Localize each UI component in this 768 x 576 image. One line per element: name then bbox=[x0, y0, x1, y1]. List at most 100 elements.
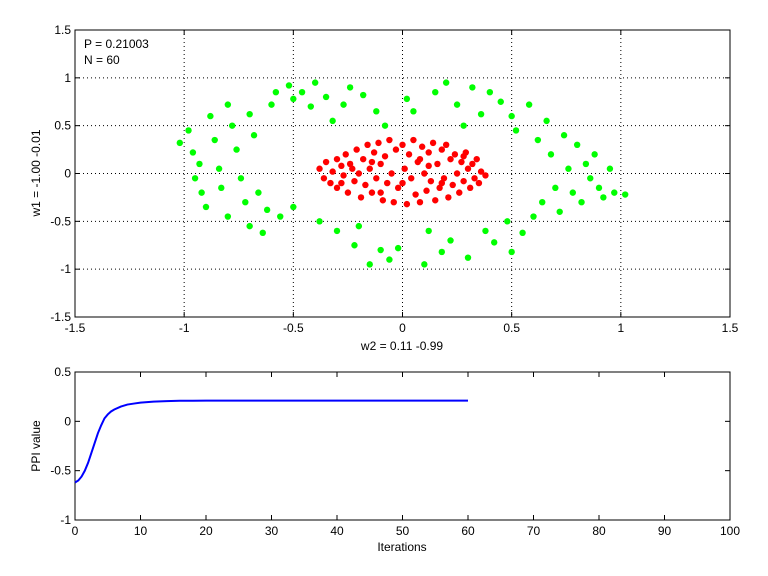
scatter-point bbox=[191, 175, 199, 182]
scatter-point bbox=[573, 141, 581, 148]
scatter-x-tick-label: -1.5 bbox=[65, 321, 86, 335]
scatter-point bbox=[298, 88, 306, 96]
scatter-point bbox=[403, 200, 411, 208]
scatter-y-tick-label: -1.5 bbox=[50, 310, 71, 324]
scatter-point bbox=[237, 175, 245, 182]
scatter-y-tick-label: 0.5 bbox=[54, 119, 71, 133]
scatter-point bbox=[198, 189, 205, 196]
scatter-point bbox=[508, 248, 515, 256]
scatter-point bbox=[425, 162, 432, 170]
scatter-point bbox=[202, 203, 210, 211]
scatter-point bbox=[432, 88, 439, 96]
scatter-point bbox=[259, 229, 266, 237]
scatter-point bbox=[421, 170, 428, 177]
scatter-point bbox=[196, 160, 203, 168]
scatter-point bbox=[344, 189, 352, 196]
scatter-point bbox=[464, 254, 472, 261]
line-y-tick-label: 0.5 bbox=[54, 365, 71, 379]
scatter-subplot: -1.5 -1 -0.5 0 0.5 1 1.5 -1.5 -1 -0.5 0 0.5 1 1.5 P =… bbox=[29, 23, 739, 353]
scatter-x-tick-label: 0 bbox=[399, 321, 406, 335]
scatter-point bbox=[622, 191, 629, 198]
scatter-point bbox=[434, 160, 441, 168]
scatter-point bbox=[272, 88, 280, 96]
scatter-point bbox=[408, 175, 415, 182]
scatter-y-tick-label: -1 bbox=[60, 262, 71, 276]
scatter-point bbox=[460, 122, 467, 129]
scatter-point bbox=[370, 149, 378, 156]
scatter-point bbox=[543, 117, 550, 125]
scatter-point bbox=[565, 165, 572, 172]
line-ticks: 0 10 20 30 40 50 60 70 80 90 100 -1 -0.5 0 0.5 bbox=[50, 365, 740, 538]
scatter-point bbox=[438, 146, 445, 153]
scatter-point bbox=[327, 179, 334, 187]
scatter-point bbox=[560, 132, 568, 139]
scatter-point bbox=[322, 158, 330, 166]
scatter-point bbox=[185, 127, 192, 134]
line-x-tick-label: 30 bbox=[265, 524, 279, 538]
scatter-point bbox=[504, 218, 511, 225]
scatter-point bbox=[412, 191, 419, 198]
scatter-point bbox=[552, 184, 559, 192]
scatter-point bbox=[373, 175, 380, 182]
scatter-point bbox=[338, 179, 345, 187]
scatter-point bbox=[425, 227, 432, 235]
scatter-point bbox=[360, 91, 367, 99]
scatter-point bbox=[482, 172, 489, 179]
scatter-point bbox=[381, 122, 389, 129]
line-x-tick-label: 0 bbox=[72, 524, 79, 538]
scatter-point bbox=[451, 151, 459, 158]
scatter-point bbox=[333, 155, 341, 163]
ppi-line bbox=[74, 399, 468, 484]
scatter-xlabel: w2 = 0.11 -0.99 bbox=[360, 339, 443, 353]
scatter-point bbox=[438, 179, 445, 187]
line-ylabel: PPI value bbox=[29, 420, 43, 472]
line-y-tick-label: -0.5 bbox=[50, 464, 71, 478]
scatter-point bbox=[595, 184, 603, 192]
scatter-point bbox=[425, 149, 432, 156]
scatter-y-tick-label: -0.5 bbox=[50, 214, 71, 228]
scatter-point bbox=[453, 170, 461, 177]
scatter-point bbox=[403, 95, 411, 103]
scatter-point bbox=[445, 194, 452, 201]
scatter-point bbox=[379, 197, 387, 204]
scatter-point bbox=[582, 160, 590, 168]
scatter-point bbox=[530, 213, 537, 220]
line-y-tick-label: -1 bbox=[60, 513, 71, 527]
scatter-point bbox=[368, 158, 376, 166]
scatter-point bbox=[340, 101, 347, 108]
scatter-point bbox=[351, 177, 358, 185]
line-x-tick-label: 50 bbox=[396, 524, 410, 538]
scatter-point bbox=[316, 218, 323, 225]
scatter-x-tick-label: 1 bbox=[617, 321, 624, 335]
scatter-point bbox=[416, 155, 424, 163]
scatter-point bbox=[477, 168, 485, 175]
scatter-point bbox=[401, 165, 408, 172]
scatter-point bbox=[547, 151, 555, 158]
scatter-point bbox=[394, 184, 402, 192]
scatter-x-tick-label: -0.5 bbox=[283, 321, 304, 335]
scatter-point bbox=[368, 189, 376, 196]
scatter-point bbox=[246, 110, 253, 118]
line-x-tick-label: 20 bbox=[199, 524, 213, 538]
scatter-point bbox=[377, 246, 384, 254]
scatter-point bbox=[215, 165, 223, 172]
line-series bbox=[74, 399, 468, 484]
scatter-point bbox=[355, 222, 363, 230]
scatter-points bbox=[176, 79, 629, 268]
scatter-point bbox=[458, 158, 465, 166]
scatter-y-tick-label: 0 bbox=[64, 167, 71, 181]
scatter-point bbox=[290, 95, 297, 103]
scatter-point bbox=[466, 184, 474, 192]
scatter-point bbox=[353, 146, 360, 153]
scatter-point bbox=[606, 165, 614, 172]
line-axes-box bbox=[74, 371, 731, 521]
scatter-point bbox=[460, 153, 467, 160]
line-x-tick-label: 60 bbox=[461, 524, 475, 538]
scatter-point bbox=[512, 127, 520, 134]
scatter-point bbox=[469, 84, 476, 91]
line-xlabel: Iterations bbox=[377, 540, 426, 554]
scatter-point bbox=[491, 239, 498, 246]
scatter-point bbox=[311, 79, 319, 86]
annotation-n: N = 60 bbox=[84, 53, 120, 67]
scatter-point bbox=[456, 189, 463, 196]
